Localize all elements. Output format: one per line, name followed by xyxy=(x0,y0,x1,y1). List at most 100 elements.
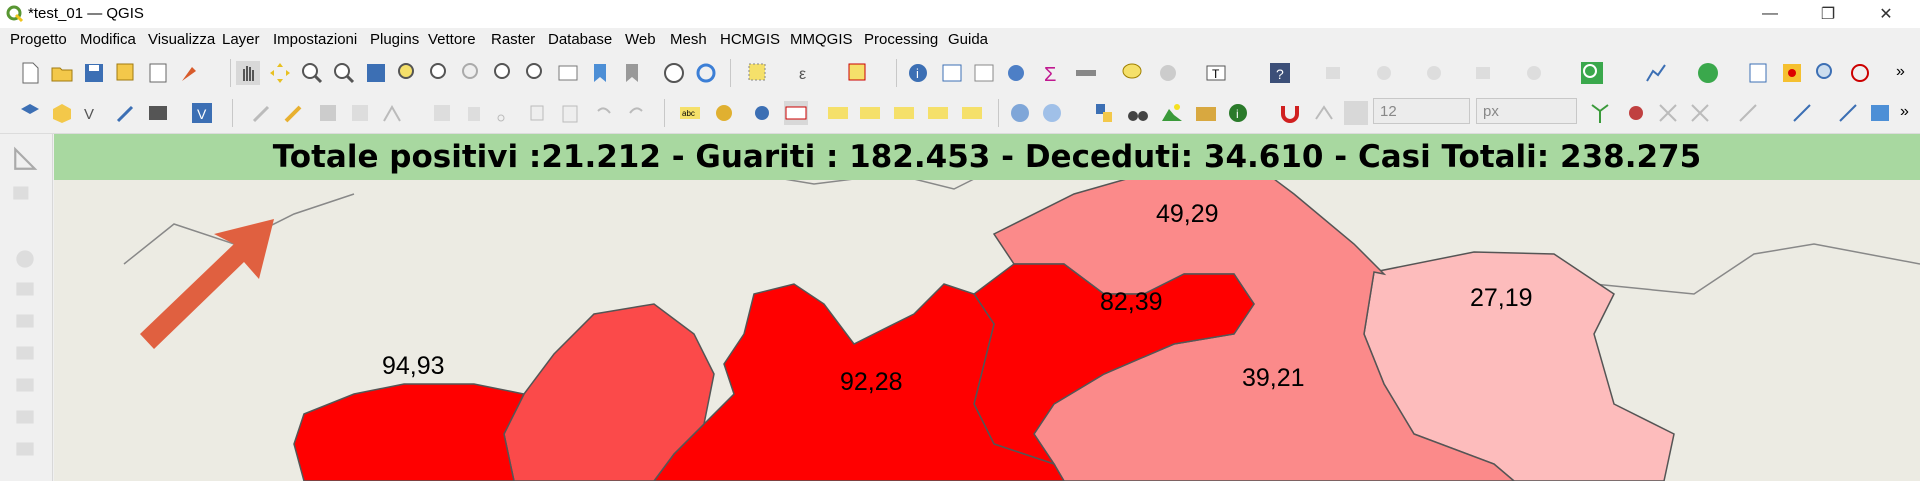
menu-web[interactable]: Web xyxy=(625,31,656,48)
select-features-icon[interactable] xyxy=(746,61,770,85)
identify-icon[interactable]: i xyxy=(906,61,930,85)
refresh-icon[interactable] xyxy=(694,61,718,85)
temporal-clock-icon[interactable] xyxy=(662,61,686,85)
menu-vettore[interactable]: Vettore xyxy=(428,31,476,48)
data-source-manager-icon[interactable] xyxy=(18,101,42,125)
coordinate-icon[interactable] xyxy=(1848,61,1872,85)
layer-labeling-icon[interactable] xyxy=(752,101,776,125)
menu-guida[interactable]: Guida xyxy=(948,31,989,48)
reverse-line-icon[interactable] xyxy=(1736,101,1760,125)
paste-icon[interactable] xyxy=(558,101,582,125)
snapping-magnet-icon[interactable] xyxy=(1278,101,1302,125)
text-annotation-icon[interactable]: T xyxy=(1204,61,1228,85)
font-size-spinbox[interactable]: 12 xyxy=(1373,98,1470,124)
fill-ring-icon[interactable] xyxy=(1422,61,1446,85)
digitize-shape-icon[interactable] xyxy=(1790,101,1814,125)
zoom-native-icon[interactable] xyxy=(460,61,484,85)
menu-layer[interactable]: Layer xyxy=(222,31,260,48)
deselect-icon[interactable] xyxy=(846,61,870,85)
shape-tool-4-icon[interactable] xyxy=(12,340,38,366)
processing-gear-icon[interactable] xyxy=(1004,61,1028,85)
style-manager-icon[interactable] xyxy=(178,61,202,85)
delete-selected-icon[interactable] xyxy=(462,101,486,125)
shape-tool-3-icon[interactable] xyxy=(12,308,38,334)
remove-icon[interactable] xyxy=(1656,101,1680,125)
unit-dropdown[interactable]: px xyxy=(1476,98,1577,124)
menu-mesh[interactable]: Mesh xyxy=(670,31,707,48)
new-map-view-icon[interactable] xyxy=(556,61,580,85)
folder-icon[interactable] xyxy=(1194,101,1218,125)
highlight-label-icon[interactable] xyxy=(784,101,808,125)
zoom-next-icon[interactable] xyxy=(524,61,548,85)
python-console-icon[interactable] xyxy=(1092,101,1116,125)
show-bookmarks-icon[interactable] xyxy=(620,61,644,85)
select-by-expression-icon[interactable]: ε xyxy=(796,61,820,85)
minimize-button[interactable]: — xyxy=(1741,0,1799,28)
toggle-edit-icon[interactable] xyxy=(250,101,274,125)
georeferencer-icon[interactable] xyxy=(1008,101,1032,125)
copy-icon[interactable] xyxy=(526,101,550,125)
binoculars-icon[interactable] xyxy=(1126,101,1150,125)
change-label-icon[interactable] xyxy=(960,101,984,125)
reshape-icon[interactable] xyxy=(1522,61,1546,85)
shape-tool-6-icon[interactable] xyxy=(12,404,38,430)
shape-rect-icon[interactable] xyxy=(1868,101,1892,125)
shape-tool-2-icon[interactable] xyxy=(12,276,38,302)
layout-manager-icon[interactable] xyxy=(1746,61,1770,85)
show-hide-label-icon[interactable] xyxy=(858,101,882,125)
label-toolbar-icon[interactable]: abc xyxy=(678,101,702,125)
add-vector-icon[interactable]: V xyxy=(190,101,214,125)
shape-tool-7-icon[interactable] xyxy=(12,436,38,462)
zoom-full-icon[interactable] xyxy=(364,61,388,85)
globe-icon[interactable] xyxy=(1040,101,1064,125)
pan-to-selection-icon[interactable] xyxy=(268,61,292,85)
measure-icon[interactable] xyxy=(1074,61,1098,85)
shape-tool-5-icon[interactable] xyxy=(12,372,38,398)
save-edits-icon[interactable] xyxy=(316,101,340,125)
info-green-icon[interactable]: i xyxy=(1226,101,1250,125)
print-layout-icon[interactable] xyxy=(146,61,170,85)
share-icon[interactable] xyxy=(1696,61,1720,85)
new-project-icon[interactable] xyxy=(18,61,42,85)
menu-progetto[interactable]: Progetto xyxy=(10,31,67,48)
terrain-icon[interactable] xyxy=(1160,101,1184,125)
add-ring-icon[interactable] xyxy=(1372,61,1396,85)
map-pin-icon[interactable] xyxy=(1780,61,1804,85)
profile-tool-icon[interactable] xyxy=(1644,61,1668,85)
zoom-selection-icon[interactable] xyxy=(396,61,420,85)
digitize-icon[interactable] xyxy=(1322,61,1346,85)
map-tips-icon[interactable] xyxy=(1120,61,1144,85)
shape-line-icon[interactable] xyxy=(1836,101,1860,125)
close-button[interactable]: ✕ xyxy=(1857,0,1915,28)
statistics-sigma-icon[interactable]: Σ xyxy=(1040,61,1064,85)
menu-hcmgis[interactable]: HCMGIS xyxy=(720,31,780,48)
annotation-icon[interactable] xyxy=(1156,61,1180,85)
new-shapefile-icon[interactable]: V xyxy=(82,101,106,125)
topology-icon[interactable] xyxy=(1624,101,1648,125)
zoom-last-icon[interactable] xyxy=(492,61,516,85)
ruler-triangle-icon[interactable] xyxy=(12,146,38,172)
pan-hand-icon[interactable] xyxy=(236,61,260,85)
shape-tool-icon[interactable] xyxy=(12,246,38,272)
menu-impostazioni[interactable]: Impostazioni xyxy=(273,31,358,48)
intersect-icon[interactable] xyxy=(1688,101,1712,125)
menu-plugins[interactable]: Plugins xyxy=(370,31,420,48)
snap-settings-icon[interactable] xyxy=(1344,101,1368,125)
snap-vertex-icon[interactable] xyxy=(1312,101,1336,125)
trace-icon[interactable] xyxy=(1588,101,1612,125)
zoom-layer-icon[interactable] xyxy=(428,61,452,85)
new-scratch-layer-icon[interactable] xyxy=(114,101,138,125)
undo-icon[interactable] xyxy=(592,101,616,125)
rotate-label-icon[interactable] xyxy=(926,101,950,125)
redo-icon[interactable] xyxy=(624,101,648,125)
add-feature-icon[interactable] xyxy=(348,101,372,125)
vertex-tool-icon[interactable] xyxy=(380,101,404,125)
modify-attributes-icon[interactable] xyxy=(430,101,454,125)
menu-processing[interactable]: Processing xyxy=(864,31,939,48)
diagram-icon[interactable] xyxy=(712,101,736,125)
menu-visualizza[interactable]: Visualizza xyxy=(148,31,216,48)
add-circle-icon[interactable] xyxy=(10,180,36,206)
bookmark-icon[interactable] xyxy=(588,61,612,85)
edit-pencil-icon[interactable] xyxy=(282,101,306,125)
zoom-out-icon[interactable] xyxy=(332,61,356,85)
